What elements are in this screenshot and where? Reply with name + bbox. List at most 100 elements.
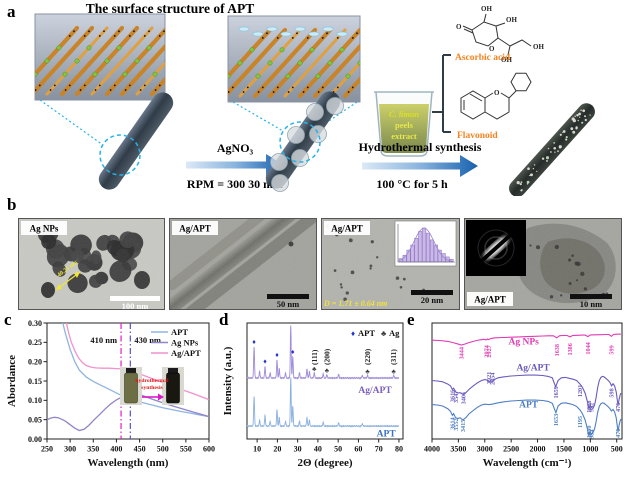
- beaker-label-line2: peels: [395, 120, 414, 130]
- speckle: [574, 115, 576, 118]
- apt-rod-stick: [328, 60, 360, 98]
- x-tick-label: 250: [41, 445, 53, 454]
- si-dot: [272, 91, 275, 93]
- si-dot: [213, 91, 215, 93]
- circle: [477, 229, 515, 267]
- atom-oh: OH: [501, 56, 512, 64]
- wavenumber-annotation: 1195: [577, 416, 584, 428]
- scale-bar-label: 10 nm: [580, 299, 602, 309]
- mg-site-dot: [309, 47, 315, 53]
- x-tick-label: 20: [273, 445, 281, 454]
- tem-title: Ag NPs: [30, 224, 59, 234]
- tem-border: [18, 218, 165, 310]
- speckle: [575, 127, 578, 130]
- legend-ag-label: Ag: [389, 328, 400, 338]
- speckle: [572, 119, 576, 123]
- ag-ion-disc: [294, 26, 306, 32]
- si-dot: [261, 37, 264, 39]
- panel-a-title: The surface structure of APT: [85, 1, 255, 16]
- wavenumber-annotation: 1028: [586, 401, 593, 413]
- mg-site-dot: [297, 60, 303, 66]
- tem-border: [321, 218, 460, 310]
- si-dot: [291, 37, 294, 39]
- wavenumber-annotation: 3614: [450, 417, 457, 429]
- apt-rod-stick: [59, 25, 125, 97]
- mg-site-dot: [249, 47, 255, 53]
- si-dot: [276, 37, 279, 39]
- hkl-label: (311): [389, 349, 398, 365]
- beam-stop: [476, 230, 516, 266]
- panel-b-letter: b: [7, 195, 17, 214]
- si-dot: [382, 37, 384, 39]
- zoom-circle-1: [99, 134, 141, 176]
- x-tick-label: 550: [180, 445, 192, 454]
- si-dot: [371, 32, 373, 34]
- ag-peak-marker: ♣: [312, 366, 317, 373]
- si-dot: [306, 37, 309, 39]
- si-dot: [68, 35, 71, 37]
- speckle: [557, 150, 559, 153]
- x-tick-label: 1500: [556, 445, 572, 454]
- si-dot: [261, 86, 264, 89]
- scale-bar: [411, 290, 453, 295]
- x-tick-label: 4000: [424, 445, 440, 454]
- x-tick-label: 50: [334, 445, 342, 454]
- x-tick-label: 1000: [582, 445, 598, 454]
- speckle: [547, 147, 550, 150]
- panel-a-letter: a: [7, 2, 16, 21]
- x-tick-label: 2000: [530, 445, 546, 454]
- panel-a-schematic: AgNO₃ RPM = 300 30 min C. limon peels ex…: [34, 5, 595, 196]
- trace-label-APT: APT: [519, 400, 539, 410]
- apt-rod-stick: [35, 25, 95, 94]
- inset-text-line1: hydrothermal: [135, 378, 169, 384]
- ag-apt-product-rod: [509, 103, 595, 196]
- inset-text-line2: synthesis: [141, 385, 163, 391]
- circle: [484, 236, 508, 260]
- si-dot: [68, 84, 71, 87]
- scale-bar-label: 20 nm: [421, 295, 443, 305]
- wavenumber-annotation: 982: [588, 403, 595, 412]
- histogram-bar: [414, 237, 419, 263]
- mg-site-dot: [327, 60, 333, 66]
- speckle: [532, 168, 535, 170]
- xrd-trace-Ag-APT: [246, 325, 400, 381]
- silver-speckles: [516, 109, 591, 192]
- wavenumber-annotation: 2927: [486, 345, 493, 357]
- wavenumber-annotation: 598: [609, 388, 616, 397]
- mg-site-dot: [86, 45, 92, 51]
- tem-label-box: [467, 292, 513, 306]
- panel-c-letter: c: [4, 310, 12, 329]
- x-tick-label: 30: [294, 445, 302, 454]
- si-dot: [98, 35, 101, 37]
- wavenumber-annotation: 1044: [585, 342, 592, 354]
- si-dot: [139, 89, 142, 91]
- atom-oh: OH: [533, 43, 544, 51]
- ftir-trace-Ag-NPs: [431, 333, 621, 346]
- si-dot: [128, 84, 131, 87]
- ag-ion-disc: [336, 31, 348, 37]
- size-histogram-inset: [394, 220, 457, 267]
- legend-apt-symbol: ♦: [351, 329, 355, 338]
- histogram-bar: [402, 254, 407, 263]
- apt-rod-stick: [342, 76, 360, 99]
- legend-label: Ag NPs: [171, 338, 199, 348]
- si-dot: [287, 91, 290, 93]
- speckle: [536, 170, 538, 173]
- atom-o: O: [489, 45, 495, 53]
- ag-peak-marker: ♣: [392, 368, 397, 375]
- ag-ion-disc: [266, 26, 278, 32]
- step1-condition-label: RPM = 300 30 min: [187, 177, 283, 191]
- mg-site-dot: [255, 73, 261, 79]
- speckle: [581, 121, 584, 124]
- si-dot: [113, 35, 116, 37]
- hkl-label: (111): [310, 349, 319, 365]
- apt-rod-stick: [252, 27, 318, 99]
- mg-site-dot: [146, 45, 152, 51]
- speckle: [516, 181, 520, 185]
- tem-image-ag-apt-10nm: Ag/APT 10 nm: [464, 218, 622, 310]
- tem-label-box: [172, 221, 218, 235]
- xrd-chart: 10 20 30 40 50 60 70 80 2Θ (degree) Intensity (a.…: [222, 322, 404, 469]
- si-dot: [148, 30, 150, 33]
- speckle: [578, 112, 581, 116]
